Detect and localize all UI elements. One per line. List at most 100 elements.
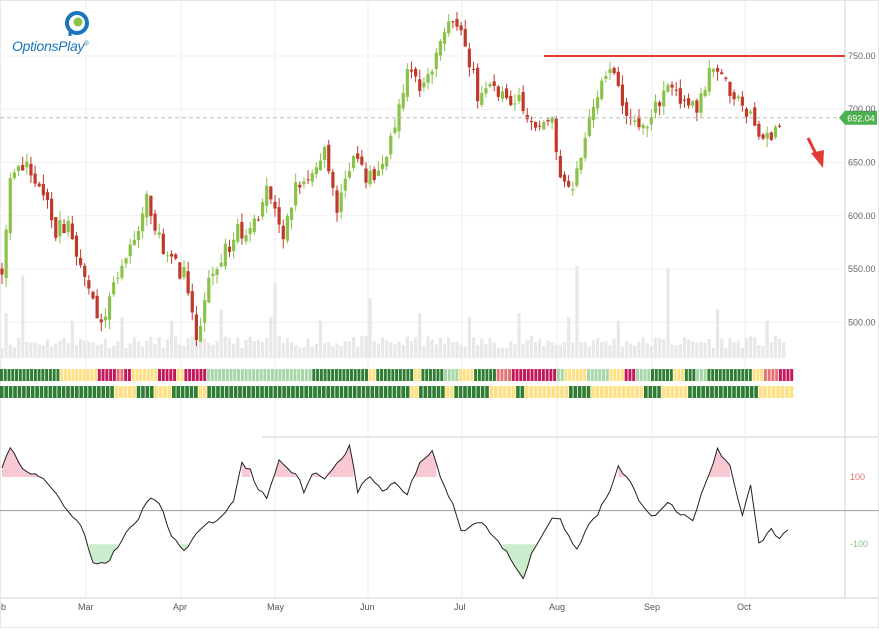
oscillator-tick-label: -100 [850,539,868,549]
signal-row-1-cell [632,369,636,381]
candlestick [289,206,294,230]
volume-bar [699,341,703,358]
signal-row-1-cell [470,369,474,381]
candle-body [376,170,380,176]
signal-row-1-cell [323,369,327,381]
signal-row-2-cell [233,386,238,398]
signal-row-1-cell [560,369,564,381]
price-tick-label: 700.00 [848,104,876,114]
candle-body [149,195,153,217]
candlestick [451,20,455,29]
candle-body [505,88,509,98]
candle-body [430,71,434,75]
candle-body [294,182,298,206]
signal-row-2-cell [383,386,388,398]
volume-bar [260,341,265,358]
signal-row-1-cell [90,369,94,381]
signal-row-1-cell [613,369,617,381]
candlestick [91,290,95,300]
signal-row-1-cell [703,369,707,381]
volume-bar [480,338,484,358]
volume-bar [542,345,546,358]
volume-bar [120,316,124,358]
candle-body [273,201,277,209]
volume-bar [447,337,451,358]
signal-row-2-cell [608,386,613,398]
candlestick [711,67,716,78]
candle-body [260,202,265,217]
volume-bar [107,347,112,358]
signal-row-1-cell [417,369,421,381]
candlestick [372,166,376,183]
volume-bar [265,337,269,358]
candlestick [600,77,604,102]
signal-row-1-cell [790,369,794,381]
candle-body [525,114,529,120]
candle-body [327,144,331,172]
signal-row-2-cell [507,386,511,398]
candlestick [182,260,186,280]
signal-row-2-cell [710,386,714,398]
signal-row-2-cell [357,386,361,398]
candlestick [8,172,12,241]
month-label: Oct [737,602,752,612]
volume-bar [294,345,298,358]
candlestick [161,228,165,255]
volume-bar [546,340,550,358]
candle-body [732,92,736,100]
candle-body [575,168,579,186]
signal-row-1-cell [259,369,263,381]
signal-row-1-cell [158,369,162,381]
candlestick [488,81,492,88]
volume-bar [769,342,773,358]
candlestick [484,81,488,98]
volume-bar [608,345,612,358]
volume-bar [662,339,666,358]
signal-row-1-cell [60,369,64,381]
signal-row-2-cell [538,386,542,398]
volume-bar [240,347,244,358]
candlestick [149,195,153,225]
candlestick [298,181,302,195]
candlestick [662,81,666,115]
volume-bar [629,343,633,358]
signal-row-2-cell [132,386,136,398]
candle-body [16,166,21,172]
volume-bar [405,336,409,358]
candle-body [641,124,645,129]
signal-row-2-cell [149,386,154,398]
signal-row-1-cell [711,369,715,381]
volume-bar [203,338,207,358]
volume-bar [70,320,74,358]
candlestick [83,263,87,287]
signal-row-2-cell [352,386,357,398]
candlestick [339,184,343,219]
trend-arrow-head [811,150,824,168]
signal-row-1-cell [763,369,767,381]
volume-bar [749,336,753,358]
signal-row-1-cell [233,369,237,381]
volume-bar [112,345,116,358]
signal-row-1-cell [214,369,218,381]
signal-row-2-cell [361,386,366,398]
candlestick [314,162,318,179]
signal-row-1-cell [745,369,749,381]
candlestick [368,165,372,188]
signal-row-1-cell [688,369,692,381]
candle-body [616,71,620,86]
signal-row-2-cell [410,386,414,398]
last-price-label: 692.04 [847,114,875,124]
signal-row-2-cell [202,386,207,398]
candlestick [323,145,327,169]
candlestick [343,170,347,198]
volume-bar [161,347,165,358]
overbought-fill [618,465,627,477]
signal-row-1-cell [312,369,316,381]
candlestick [99,313,103,332]
candlestick [389,132,393,160]
signal-row-1-cell [771,369,775,381]
volume-bar [252,341,256,358]
candlestick [562,171,567,188]
signal-row-2-cell [4,386,9,398]
signal-row-2-cell [546,386,551,398]
